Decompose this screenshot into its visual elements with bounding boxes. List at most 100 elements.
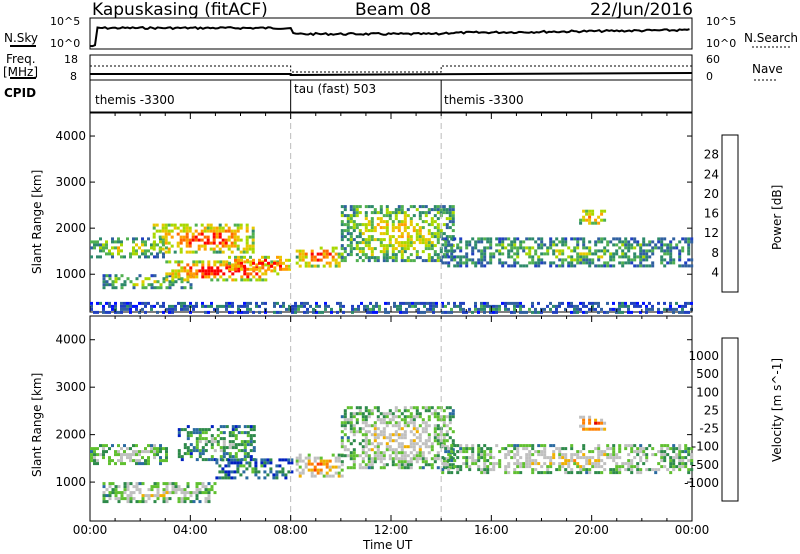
power-cell [540, 237, 544, 241]
power-cell [400, 223, 404, 227]
velocity-cell [603, 468, 607, 472]
power-cell [222, 272, 226, 276]
power-cell [591, 221, 595, 225]
power-cell [531, 304, 534, 308]
power-cell [516, 304, 519, 308]
velocity-cell [379, 433, 383, 437]
velocity-cell [364, 415, 368, 419]
power-cell [477, 249, 481, 253]
power-cell [224, 238, 228, 242]
velocity-cell [228, 443, 232, 447]
velocity-cell [690, 459, 694, 463]
velocity-cell [260, 464, 264, 468]
velocity-cell [513, 456, 517, 460]
velocity-cell [576, 456, 580, 460]
velocity-cell [442, 424, 446, 428]
power-cell [239, 250, 243, 254]
power-cell [197, 247, 201, 251]
power-cell [303, 301, 306, 305]
power-cell [564, 258, 568, 262]
velocity-cell [546, 465, 550, 469]
power-cell [594, 264, 598, 268]
power-cell [409, 259, 413, 263]
power-cell [436, 208, 440, 212]
velocity-cell [340, 445, 344, 449]
velocity-cell [579, 456, 583, 460]
velocity-cell [195, 497, 199, 501]
power-cell [264, 255, 267, 259]
power-cell [573, 246, 577, 250]
power-cell [168, 260, 172, 264]
power-cell [147, 255, 150, 259]
velocity-cell [537, 450, 541, 454]
power-cell [267, 261, 270, 265]
velocity-cell [519, 465, 523, 469]
velocity-cell [579, 415, 583, 419]
velocity-cell [138, 462, 141, 466]
power-cell [436, 253, 440, 257]
velocity-cell [207, 491, 211, 495]
power-cell [155, 223, 159, 227]
power-cell [233, 223, 237, 227]
power-cell [600, 237, 604, 241]
velocity-cell [567, 465, 571, 469]
velocity-cell [657, 462, 661, 466]
power-ytick-label: 4000 [55, 129, 86, 143]
velocity-cell [468, 465, 472, 469]
power-cell [501, 246, 505, 250]
velocity-cell [672, 447, 676, 451]
power-cell [633, 301, 636, 305]
velocity-cell [361, 445, 365, 449]
velocity-cell [201, 458, 205, 462]
power-cell [330, 307, 333, 311]
velocity-cell [564, 468, 568, 472]
power-cell [182, 223, 186, 227]
power-cell [621, 261, 625, 265]
velocity-cell [534, 459, 538, 463]
velocity-cell [424, 424, 428, 428]
velocity-cell [630, 444, 634, 448]
power-cell [576, 307, 579, 311]
velocity-cell [406, 463, 410, 467]
velocity-cell [433, 409, 437, 413]
velocity-cell [204, 437, 208, 441]
power-cell [361, 232, 365, 236]
velocity-cell [591, 465, 595, 469]
power-cell [111, 252, 114, 256]
velocity-cell [663, 465, 667, 469]
power-cell [445, 217, 449, 221]
velocity-cell [141, 500, 145, 504]
power-cell [197, 232, 201, 236]
power-cell [555, 304, 558, 308]
velocity-cell [165, 485, 169, 489]
velocity-cell [310, 471, 314, 475]
velocity-cell [340, 421, 344, 425]
velocity-cell [334, 471, 338, 475]
velocity-cell [513, 444, 517, 448]
power-cell [387, 310, 390, 314]
power-cell [504, 307, 507, 311]
velocity-cell [445, 406, 449, 410]
power-cell [285, 267, 288, 271]
power-cell [495, 237, 499, 241]
power-cell [364, 241, 368, 245]
power-cell [114, 274, 118, 278]
power-cell [114, 280, 118, 284]
velocity-cell [195, 431, 199, 435]
velocity-cell [442, 466, 446, 470]
power-cell [174, 275, 178, 279]
velocity-cell [678, 459, 682, 463]
power-cell [618, 307, 621, 311]
velocity-cell [210, 437, 214, 441]
velocity-cell [237, 425, 241, 429]
velocity-cell [445, 415, 449, 419]
power-cell [501, 252, 505, 256]
velocity-cell [477, 444, 481, 448]
power-cell [492, 252, 496, 256]
power-cell [225, 301, 228, 305]
velocity-cell [231, 425, 235, 429]
velocity-cell [364, 445, 368, 449]
power-cell [126, 277, 130, 281]
velocity-cell [391, 448, 395, 452]
